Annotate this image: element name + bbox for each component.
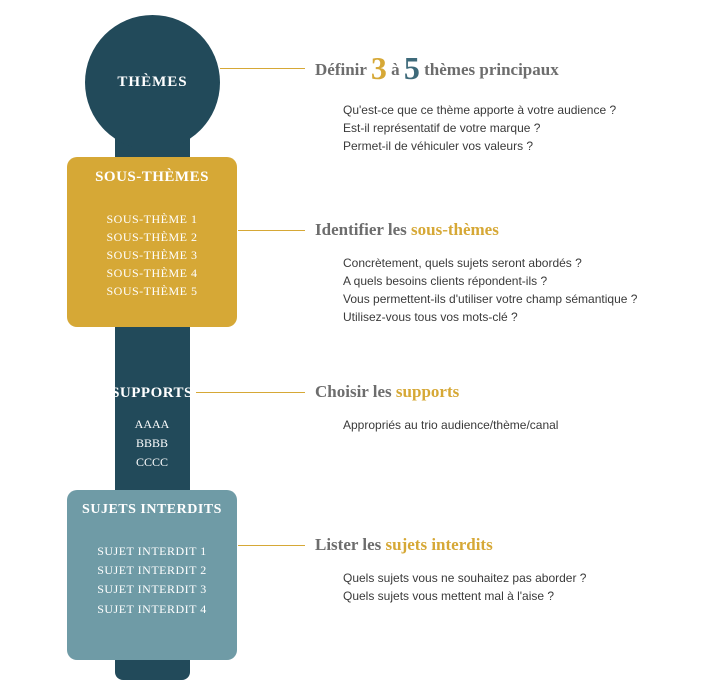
sujets-interdits-questions: Quels sujets vous ne souhaitez pas abord… <box>315 569 705 605</box>
title-part: thèmes principaux <box>420 60 559 79</box>
connector-line <box>196 392 305 393</box>
question-line: Vous permettent-ils d'utiliser votre cha… <box>343 290 705 308</box>
infographic-canvas: THÈMES SOUS-THÈMES SOUS-THÈME 1 SOUS-THÈ… <box>0 0 717 700</box>
sujets-interdits-box: SUJETS INTERDITS SUJET INTERDIT 1 SUJET … <box>67 490 237 660</box>
list-item: SUJET INTERDIT 2 <box>67 561 237 580</box>
themes-questions: Qu'est-ce que ce thème apporte à votre a… <box>315 101 705 155</box>
supports-list: AAAA BBBB CCCC <box>67 415 237 473</box>
list-item: SOUS-THÈME 4 <box>67 264 237 282</box>
question-line: Concrètement, quels sujets seront abordé… <box>343 254 705 272</box>
title-part: Identifier les <box>315 220 411 239</box>
sujets-interdits-label: SUJETS INTERDITS <box>67 502 237 518</box>
sous-themes-questions: Concrètement, quels sujets seront abordé… <box>315 254 705 326</box>
question-line: Appropriés au trio audience/thème/canal <box>343 416 705 434</box>
sous-themes-label: SOUS-THÈMES <box>67 169 237 186</box>
connector-line <box>238 230 305 231</box>
title-part: Définir <box>315 60 371 79</box>
list-item: SOUS-THÈME 1 <box>67 210 237 228</box>
sous-themes-list: SOUS-THÈME 1 SOUS-THÈME 2 SOUS-THÈME 3 S… <box>67 210 237 300</box>
title-part: Choisir les <box>315 382 396 401</box>
list-item: SOUS-THÈME 2 <box>67 228 237 246</box>
connector-line <box>238 545 305 546</box>
supports-label: SUPPORTS <box>67 385 237 402</box>
question-line: Quels sujets vous mettent mal à l'aise ? <box>343 587 705 605</box>
themes-description: Définir 3 à 5 thèmes principaux Qu'est-c… <box>315 50 705 155</box>
list-item: SUJET INTERDIT 3 <box>67 580 237 599</box>
sous-themes-description: Identifier les sous-thèmes Concrètement,… <box>315 220 705 326</box>
connector-line <box>220 68 305 69</box>
list-item: SUJET INTERDIT 1 <box>67 542 237 561</box>
themes-label: THÈMES <box>117 74 187 91</box>
list-item: AAAA <box>67 415 237 434</box>
sujets-interdits-list: SUJET INTERDIT 1 SUJET INTERDIT 2 SUJET … <box>67 542 237 619</box>
list-item: SOUS-THÈME 5 <box>67 282 237 300</box>
sous-themes-title: Identifier les sous-thèmes <box>315 220 705 240</box>
question-line: Permet-il de véhiculer vos valeurs ? <box>343 137 705 155</box>
list-item: CCCC <box>67 453 237 472</box>
list-item: SOUS-THÈME 3 <box>67 246 237 264</box>
title-part: supports <box>396 382 459 401</box>
title-part: Lister les <box>315 535 386 554</box>
title-part: sous-thèmes <box>411 220 499 239</box>
title-part: à <box>387 60 404 79</box>
sous-themes-box: SOUS-THÈMES SOUS-THÈME 1 SOUS-THÈME 2 SO… <box>67 157 237 327</box>
title-number: 5 <box>404 50 420 86</box>
supports-questions: Appropriés au trio audience/thème/canal <box>315 416 705 434</box>
question-line: Quels sujets vous ne souhaitez pas abord… <box>343 569 705 587</box>
question-line: Utilisez-vous tous vos mots-clé ? <box>343 308 705 326</box>
question-line: A quels besoins clients répondent-ils ? <box>343 272 705 290</box>
title-part: sujets interdits <box>386 535 493 554</box>
list-item: SUJET INTERDIT 4 <box>67 600 237 619</box>
sujets-interdits-title: Lister les sujets interdits <box>315 535 705 555</box>
themes-title: Définir 3 à 5 thèmes principaux <box>315 50 705 87</box>
question-line: Qu'est-ce que ce thème apporte à votre a… <box>343 101 705 119</box>
question-line: Est-il représentatif de votre marque ? <box>343 119 705 137</box>
supports-description: Choisir les supports Appropriés au trio … <box>315 382 705 434</box>
sujets-interdits-description: Lister les sujets interdits Quels sujets… <box>315 535 705 605</box>
supports-title: Choisir les supports <box>315 382 705 402</box>
themes-circle: THÈMES <box>85 15 220 150</box>
title-number: 3 <box>371 50 387 86</box>
list-item: BBBB <box>67 434 237 453</box>
